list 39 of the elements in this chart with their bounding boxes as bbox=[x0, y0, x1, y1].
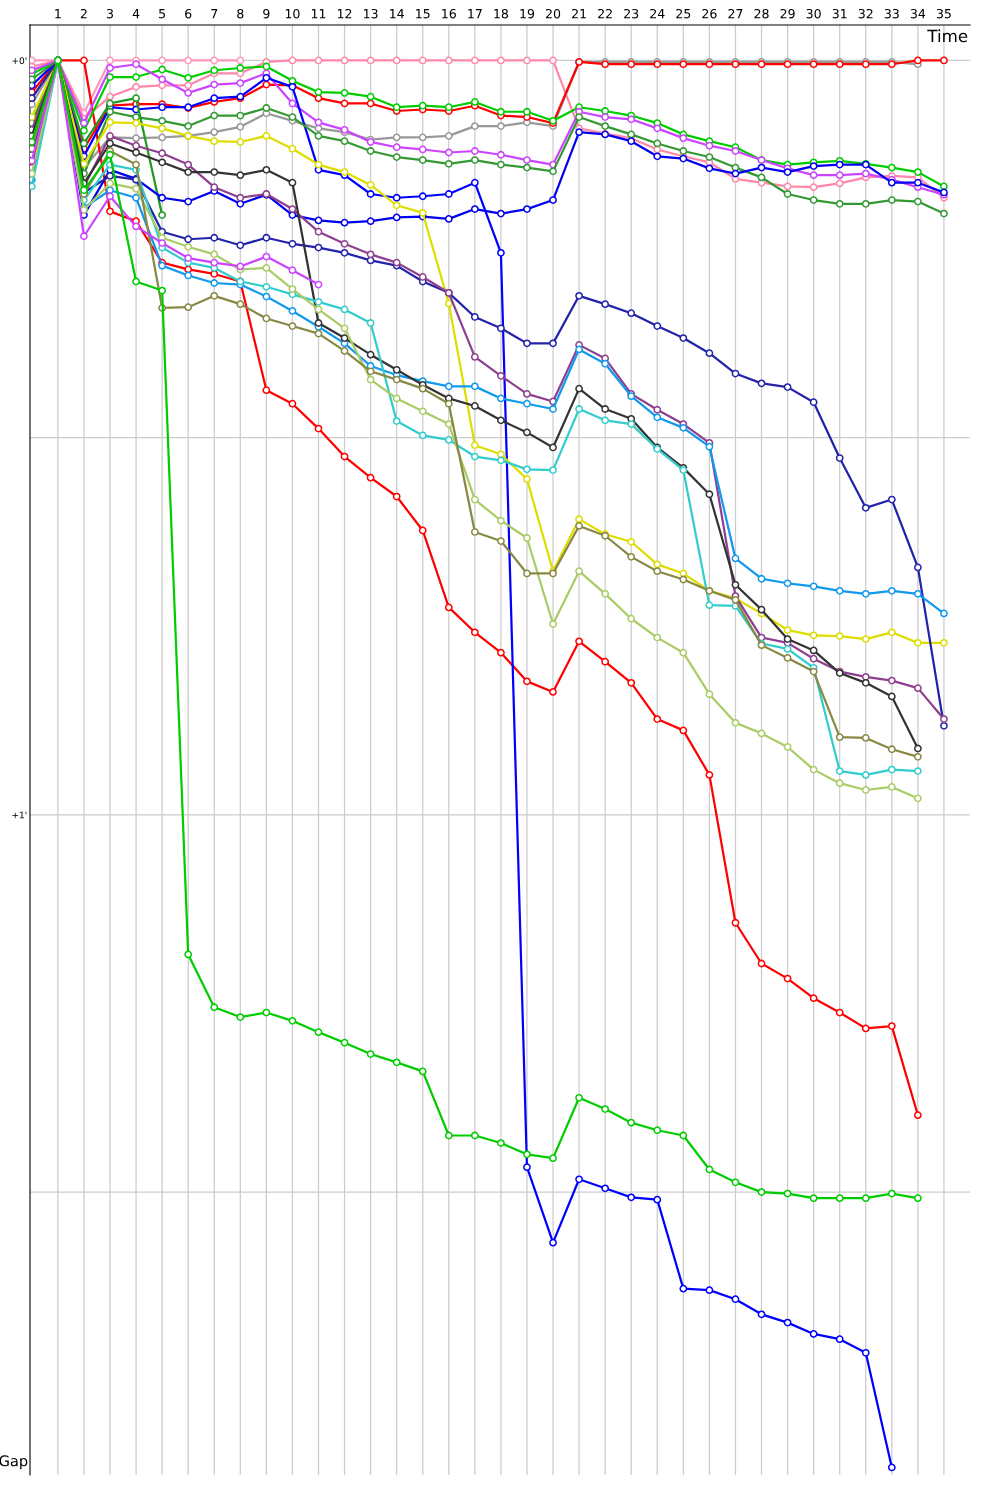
x-tick-label: 16 bbox=[442, 8, 456, 19]
x-tick-label: 14 bbox=[390, 9, 404, 19]
x-tick-label: 24 bbox=[650, 8, 665, 19]
x-tick-label: 19 bbox=[520, 8, 535, 19]
x-tick-label: 26 bbox=[702, 8, 717, 19]
x-tick-label: 17 bbox=[468, 9, 482, 19]
x-tick-label: 15 bbox=[416, 9, 430, 19]
x-tick-label: 27 bbox=[728, 8, 743, 19]
x-tick-label: 25 bbox=[676, 8, 691, 19]
x-tick-label: 6 bbox=[185, 8, 192, 19]
y-tick-label: +1' bbox=[12, 811, 27, 819]
x-tick-label: 13 bbox=[364, 8, 378, 19]
x-tick-label: 2 bbox=[80, 8, 87, 19]
x-tick-label: 9 bbox=[263, 8, 270, 19]
x-tick-label: 30 bbox=[806, 8, 821, 19]
x-tick-label: 22 bbox=[598, 8, 612, 19]
x-tick-label: 18 bbox=[494, 8, 509, 19]
x-tick-label: 11 bbox=[311, 9, 326, 19]
x-axis-title: Time bbox=[927, 29, 968, 43]
x-tick-label: 23 bbox=[624, 8, 639, 19]
x-tick-label: 29 bbox=[780, 8, 795, 19]
x-tick-label: 35 bbox=[936, 8, 951, 19]
x-tick-label: 12 bbox=[337, 8, 352, 19]
x-tick-label: 31 bbox=[832, 8, 847, 19]
x-tick-label: 7 bbox=[211, 9, 218, 19]
x-tick-label: 33 bbox=[884, 8, 899, 19]
x-tick-label: 1 bbox=[55, 9, 61, 19]
x-tick-label: 5 bbox=[159, 9, 166, 19]
x-tick-label: 28 bbox=[754, 8, 769, 19]
x-tick-label: 21 bbox=[572, 8, 586, 19]
x-tick-label: 10 bbox=[285, 8, 300, 19]
y-axis-title: Gap bbox=[0, 1455, 28, 1470]
x-tick-label: 32 bbox=[858, 8, 873, 19]
x-tick-label: 4 bbox=[132, 9, 140, 19]
y-tick-label: +0' bbox=[12, 57, 27, 65]
x-tick-label: 8 bbox=[237, 8, 244, 19]
x-tick-label: 34 bbox=[910, 8, 926, 19]
x-tick-label: 20 bbox=[546, 8, 561, 19]
x-tick-label: 3 bbox=[106, 8, 113, 19]
